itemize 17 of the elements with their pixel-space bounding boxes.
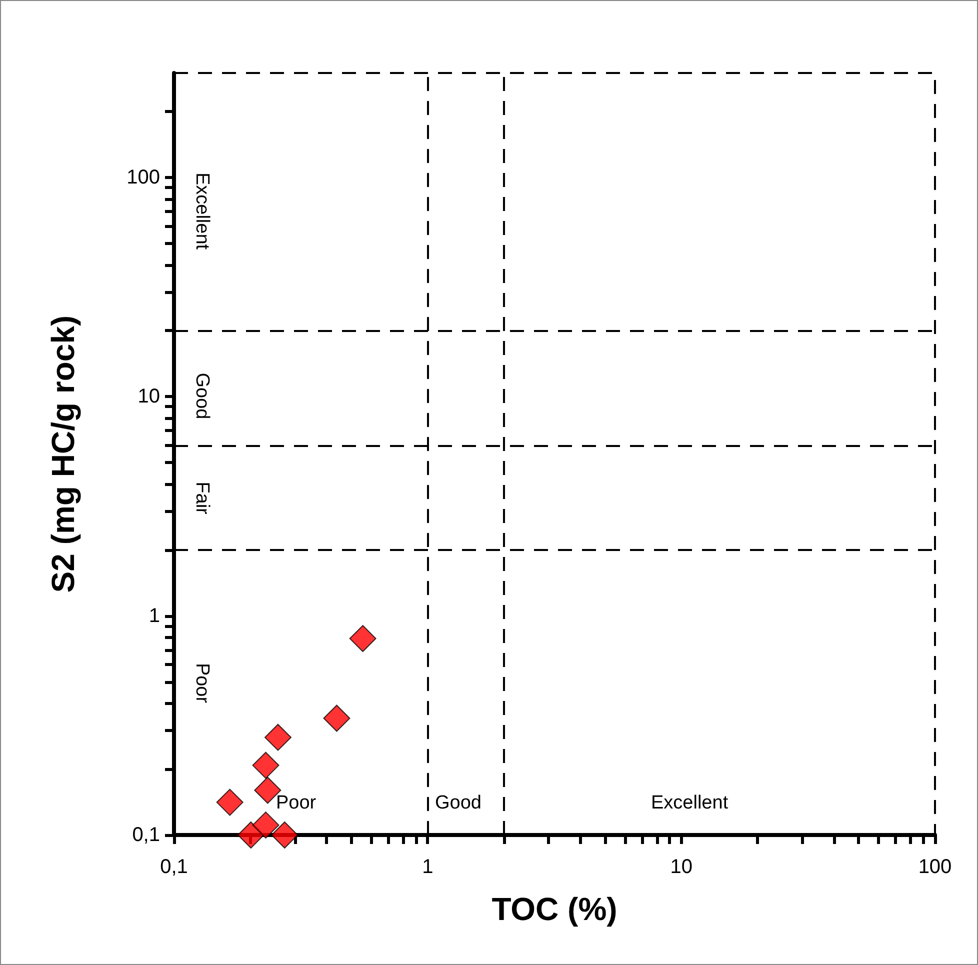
y-axis-title: S2 (mg HC/g rock) [45,315,81,593]
y-tick-label: 10 [138,386,160,408]
annotation: Excellent [651,792,729,814]
x-tick-label: 1 [422,856,434,878]
annotation: Good [192,372,212,420]
annotation: Poor [276,792,317,814]
x-tick-label: 10 [670,856,692,878]
annotation: Fair [192,482,212,516]
annotation: Good [435,792,482,814]
annotation: Excellent [192,172,212,250]
annotation: Poor [192,662,212,704]
y-tick-label: 100 [126,166,160,189]
x-axis-title: TOC (%) [492,891,618,927]
x-tick-label: 100 [918,856,952,878]
x-tick-label: 0,1 [160,856,188,878]
y-tick-label: 0,1 [132,824,160,846]
y-tick-label: 1 [148,604,160,627]
